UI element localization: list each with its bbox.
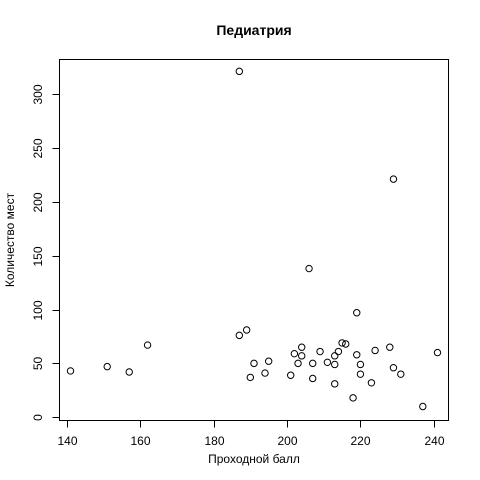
- data-point: [261, 369, 269, 377]
- data-point: [305, 264, 313, 273]
- data-point: [331, 352, 339, 360]
- data-point: [386, 343, 394, 351]
- data-point: [367, 379, 376, 387]
- data-point: [316, 347, 324, 356]
- data-point: [286, 371, 295, 379]
- y-tick-label: 200: [31, 192, 45, 212]
- data-point: [356, 360, 365, 369]
- data-point: [349, 394, 357, 402]
- data-point: [242, 326, 251, 334]
- data-point: [309, 374, 317, 383]
- data-point: [264, 357, 273, 365]
- data-point: [309, 359, 317, 368]
- x-tick-label: 200: [277, 434, 297, 448]
- data-point: [334, 347, 343, 356]
- data-point: [323, 358, 332, 367]
- y-tick-label: 50: [31, 357, 45, 371]
- x-axis-label: Проходной балл: [208, 452, 300, 466]
- data-point: [371, 346, 379, 355]
- data-point: [356, 370, 365, 378]
- data-point: [331, 380, 339, 388]
- data-point: [433, 348, 442, 357]
- data-point: [66, 367, 75, 375]
- y-tick-label: 300: [31, 84, 45, 104]
- data-point: [143, 341, 152, 349]
- x-tick-label: 140: [57, 434, 77, 448]
- data-point: [353, 309, 361, 317]
- x-axis: 140 160 180 200 220 240: [57, 420, 445, 448]
- data-point: [235, 67, 244, 76]
- data-points: [66, 67, 442, 411]
- y-tick-label: 250: [31, 138, 45, 158]
- y-tick-label: 100: [31, 300, 45, 320]
- data-point: [246, 373, 255, 382]
- data-point: [294, 359, 302, 368]
- data-point: [290, 349, 299, 358]
- data-point: [338, 339, 346, 347]
- y-axis-label: Количество мест: [3, 192, 17, 287]
- data-point: [235, 331, 244, 340]
- data-point: [250, 359, 258, 368]
- y-axis: 0 50 100 150 200 250 300: [31, 84, 60, 421]
- chart-title: Педиатрия: [216, 22, 291, 38]
- data-point: [419, 402, 427, 411]
- data-point: [298, 343, 306, 351]
- data-point: [389, 363, 398, 372]
- data-point: [298, 352, 306, 360]
- y-tick-label: 0: [31, 414, 45, 421]
- data-point: [397, 370, 405, 378]
- x-tick-label: 220: [350, 434, 370, 448]
- x-tick-label: 160: [130, 434, 150, 448]
- data-point: [353, 351, 361, 359]
- data-point: [389, 175, 398, 183]
- data-point: [125, 368, 133, 376]
- data-point: [331, 360, 339, 369]
- data-point: [103, 362, 111, 371]
- x-tick-label: 240: [424, 434, 444, 448]
- x-tick-label: 180: [204, 434, 224, 448]
- data-point: [342, 340, 350, 348]
- y-tick-label: 150: [31, 246, 45, 266]
